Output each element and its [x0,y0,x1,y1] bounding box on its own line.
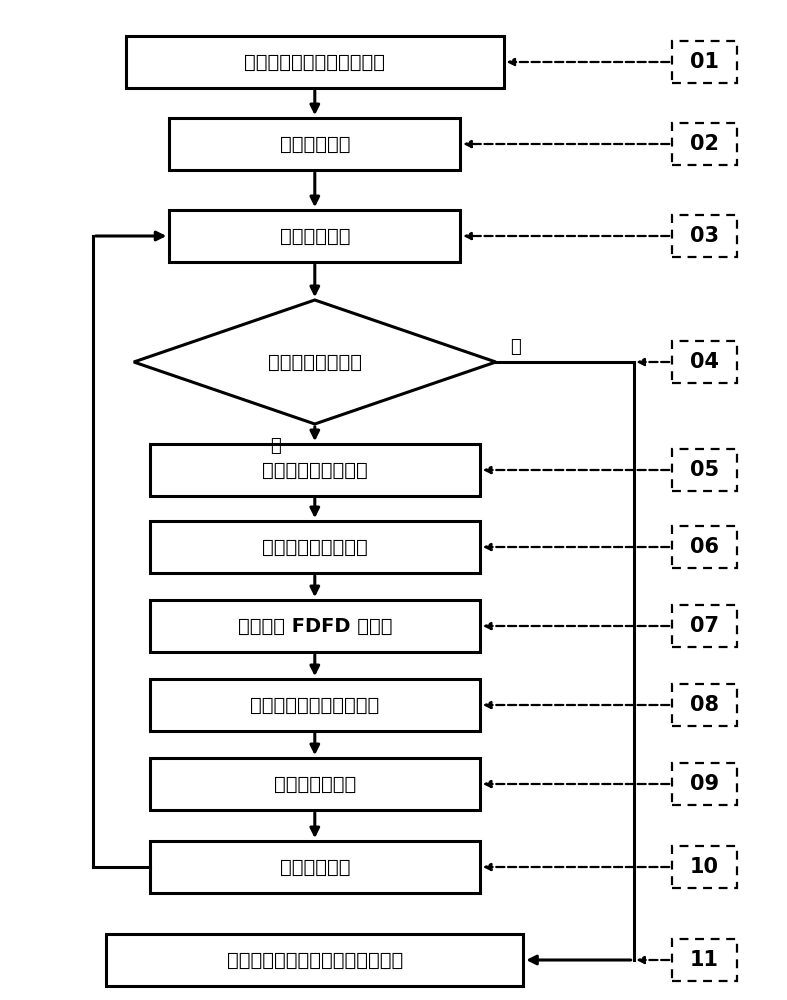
Text: 07: 07 [690,616,719,636]
Polygon shape [134,300,496,424]
Text: 增加传播常数: 增加传播常数 [279,857,350,876]
Bar [169,210,460,262]
Text: 周期性非均匀介质结构建模: 周期性非均匀介质结构建模 [244,52,386,72]
Bar [672,123,737,165]
Text: 建立离散 FDFD 方程组: 建立离散 FDFD 方程组 [238,616,392,636]
Bar [672,41,737,83]
Text: 提取实特征频率: 提取实特征频率 [274,774,356,794]
Bar [672,939,737,981]
Bar [672,341,737,383]
Bar [672,763,737,805]
Text: 03: 03 [690,226,719,246]
Bar [126,36,504,88]
Text: 08: 08 [690,695,719,715]
Text: 09: 09 [689,774,719,794]
Text: 是: 是 [270,437,281,455]
Bar [169,118,460,170]
Text: 建立传播常数随特征频率变化关系: 建立传播常数随特征频率变化关系 [227,950,403,970]
Text: 提取等效谐振腔模型: 提取等效谐振腔模型 [262,538,368,556]
Bar [150,758,480,810]
Text: 01: 01 [690,52,719,72]
Text: 否: 否 [510,338,521,356]
Bar [150,444,480,496]
Text: 提取复特征値及特征向量: 提取复特征値及特征向量 [250,696,379,714]
Text: 离散单元剖分: 离散单元剖分 [279,134,350,153]
Text: 05: 05 [689,460,719,480]
Bar [106,934,523,986]
Text: 实施周期性边界条件: 实施周期性边界条件 [262,460,368,480]
Text: 11: 11 [690,950,719,970]
Bar [150,600,480,652]
Text: 02: 02 [690,134,719,154]
Text: 06: 06 [690,537,719,557]
Text: 04: 04 [690,352,719,372]
Text: 传播常数赋値: 传播常数赋値 [279,227,350,245]
Bar [150,841,480,893]
Text: 10: 10 [690,857,719,877]
Bar [150,521,480,573]
Bar [672,846,737,888]
Bar [672,605,737,647]
Bar [150,679,480,731]
Bar [672,526,737,568]
Text: 小于最大传播常数: 小于最大传播常数 [268,353,362,371]
Bar [672,215,737,257]
Bar [672,684,737,726]
Bar [672,449,737,491]
